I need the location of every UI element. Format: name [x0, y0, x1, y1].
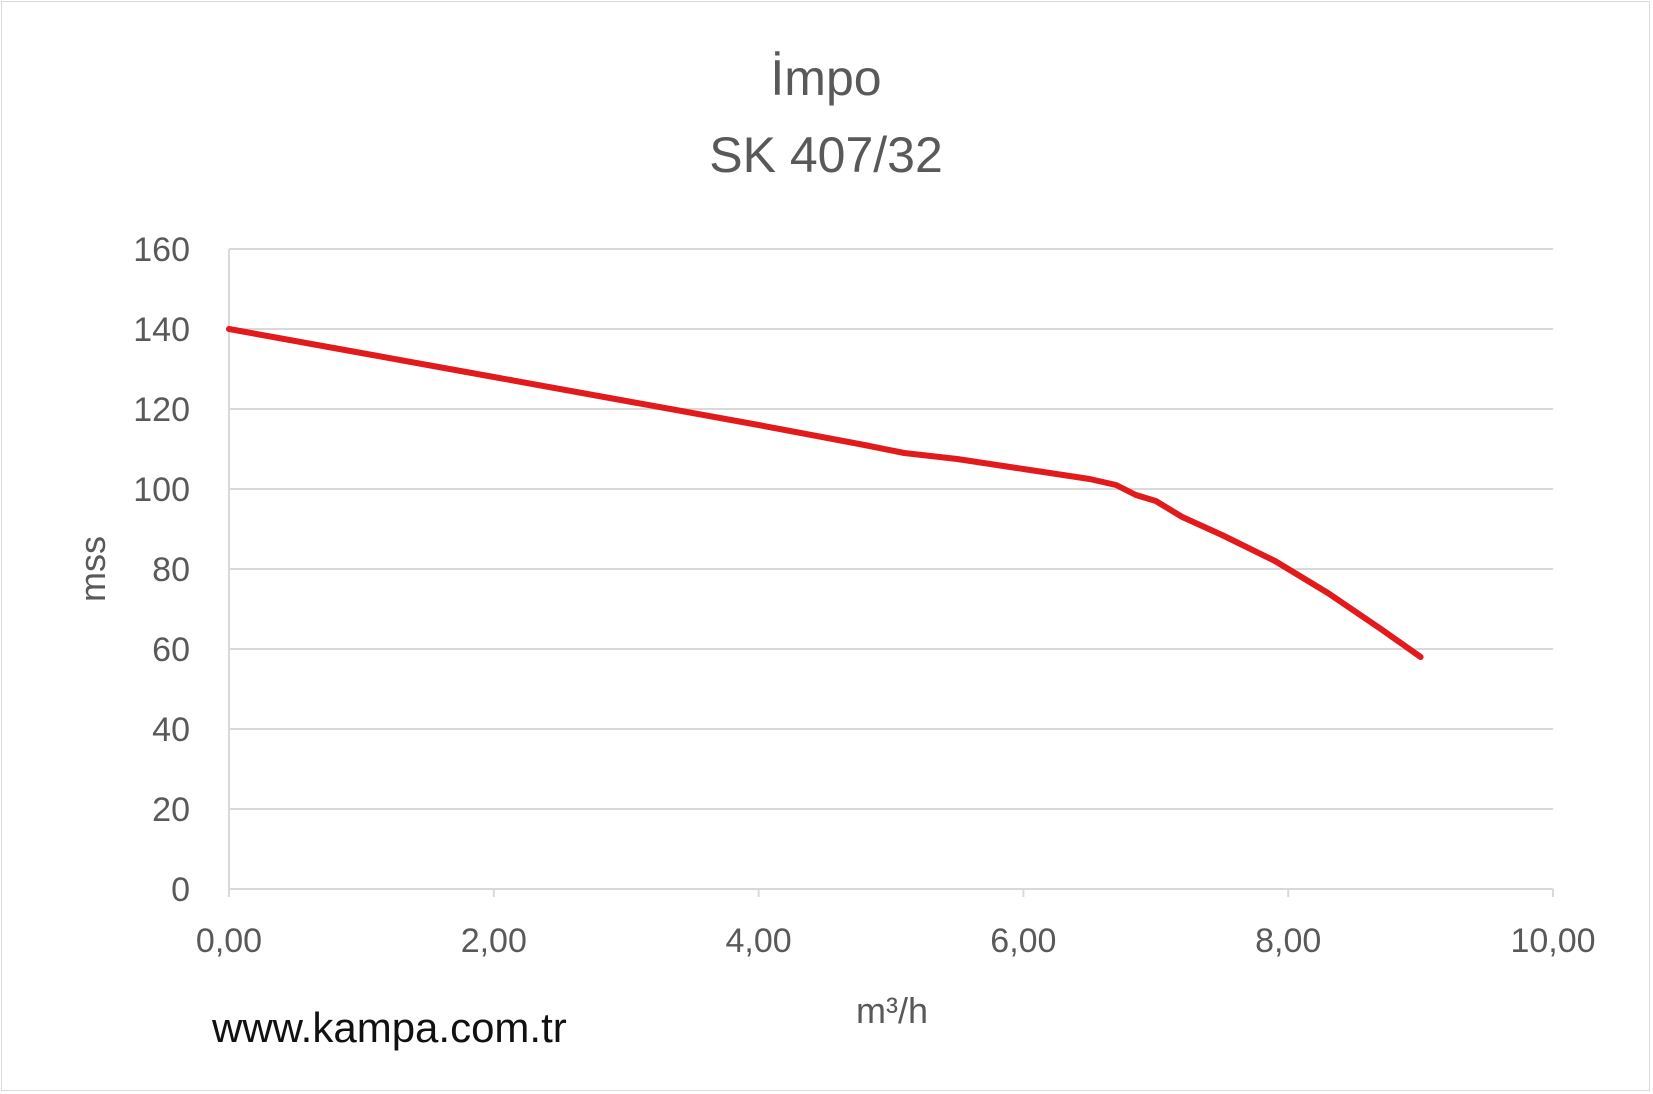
grid-layer: [228, 248, 1554, 897]
y-tick-label: 60: [152, 631, 190, 669]
website-label: www.kampa.com.tr: [212, 1004, 567, 1051]
y-axis-label: mss: [72, 536, 113, 602]
y-tick-label: 140: [133, 311, 190, 349]
tick-layer: 0 20 40 60 80 100 120 140 160 0,00 2,00 4,00 6,00 8,0…: [133, 231, 1595, 960]
chart-subtitle: SK 407/32: [709, 127, 943, 183]
y-tick-label: 0: [171, 871, 190, 909]
series-layer: [226, 326, 1424, 660]
x-tick-label: 0,00: [196, 922, 262, 960]
x-tick-label: 4,00: [726, 922, 792, 960]
chart-title: İmpo: [770, 50, 881, 106]
y-tick-label: 120: [133, 391, 190, 429]
x-axis-label: m³/h: [856, 990, 928, 1031]
y-tick-label: 80: [152, 551, 190, 589]
series-line: [226, 326, 1424, 660]
y-tick-label: 160: [133, 231, 190, 269]
y-tick-label: 20: [152, 791, 190, 829]
x-tick-label: 8,00: [1255, 922, 1321, 960]
x-tick-label: 10,00: [1510, 922, 1595, 960]
x-tick-label: 6,00: [990, 922, 1056, 960]
y-tick-label: 40: [152, 711, 190, 749]
y-tick-label: 100: [133, 471, 190, 509]
x-tick-label: 2,00: [461, 922, 527, 960]
